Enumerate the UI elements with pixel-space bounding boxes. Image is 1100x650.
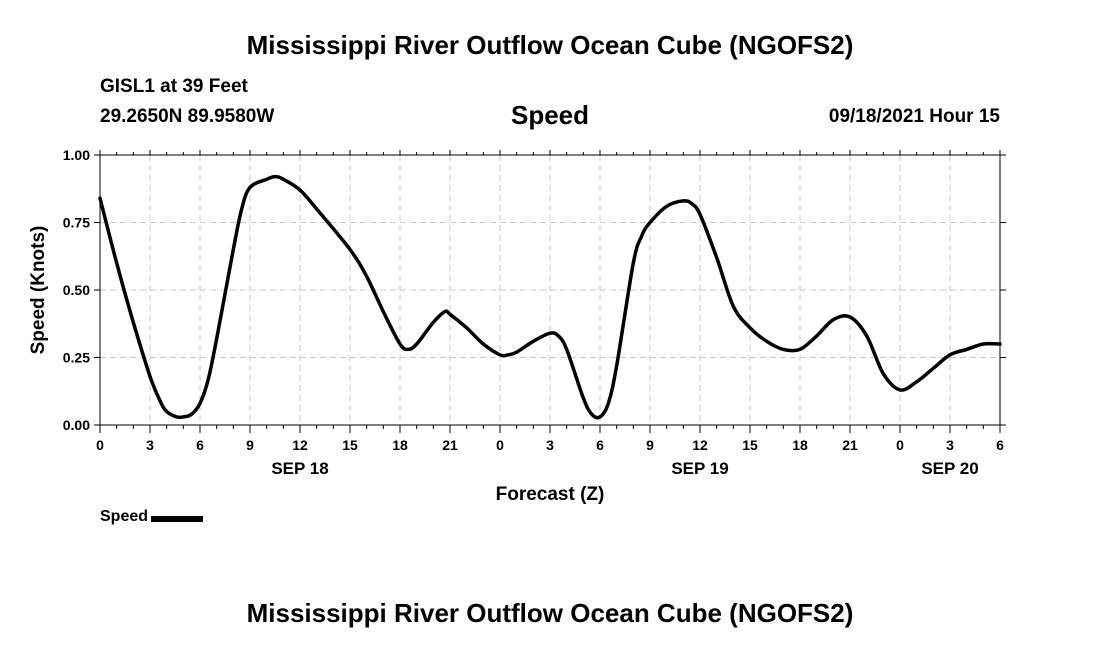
- y-tick-label: 0.00: [63, 417, 90, 433]
- x-tick-label: 9: [646, 437, 654, 453]
- x-tick-label: 21: [842, 437, 858, 453]
- footer-title: Mississippi River Outflow Ocean Cube (NG…: [246, 598, 854, 628]
- x-tick-label: 3: [546, 437, 554, 453]
- y-tick-label: 1.00: [63, 147, 90, 163]
- x-tick-label: 0: [96, 437, 104, 453]
- plot-frame: [99, 154, 1001, 426]
- legend: Speed: [100, 508, 204, 526]
- date-label: SEP 20: [921, 459, 978, 478]
- y-axis-title: Speed (Knots): [28, 226, 49, 355]
- chart-title: Mississippi River Outflow Ocean Cube (NG…: [246, 30, 854, 60]
- x-tick-label: 12: [292, 437, 308, 453]
- forecast-datetime: 09/18/2021 Hour 15: [828, 106, 1000, 127]
- x-tick-label: 12: [692, 437, 708, 453]
- x-tick-label: 0: [896, 437, 904, 453]
- x-tick-label: 9: [246, 437, 254, 453]
- x-axis-title: Forecast (Z): [496, 484, 605, 505]
- series-line-speed: [98, 174, 1002, 420]
- grid: [100, 155, 1000, 425]
- axis-labels: 0.00 0.25 0.50 0.75 1.00 0 3 6 9 12 15 18 21 0 3 6 9 12 15…: [63, 147, 1004, 478]
- x-tick-label: 18: [392, 437, 408, 453]
- x-tick-label: 21: [442, 437, 458, 453]
- x-tick-label: 0: [496, 437, 504, 453]
- y-tick-label: 0.50: [63, 282, 90, 298]
- x-tick-label: 6: [596, 437, 604, 453]
- x-tick-label: 3: [946, 437, 954, 453]
- y-tick-label: 0.25: [63, 350, 90, 366]
- x-tick-label: 6: [196, 437, 204, 453]
- x-tick-label: 15: [342, 437, 358, 453]
- x-tick-label: 3: [146, 437, 154, 453]
- station-coordinates: 29.2650N 89.9580W: [100, 106, 275, 127]
- station-label: GISL1 at 39 Feet: [100, 76, 248, 97]
- series-layer: [98, 174, 1002, 420]
- legend-line-swatch: [151, 516, 204, 522]
- x-tick-label: 18: [792, 437, 808, 453]
- x-tick-label: 15: [742, 437, 758, 453]
- legend-label: Speed: [100, 508, 149, 525]
- y-tick-label: 0.75: [63, 215, 90, 231]
- variable-title: Speed: [510, 100, 590, 130]
- x-tick-label: 6: [996, 437, 1004, 453]
- axis-ticks: [94, 150, 1006, 433]
- date-label: SEP 19: [671, 459, 728, 478]
- date-label: SEP 18: [271, 459, 328, 478]
